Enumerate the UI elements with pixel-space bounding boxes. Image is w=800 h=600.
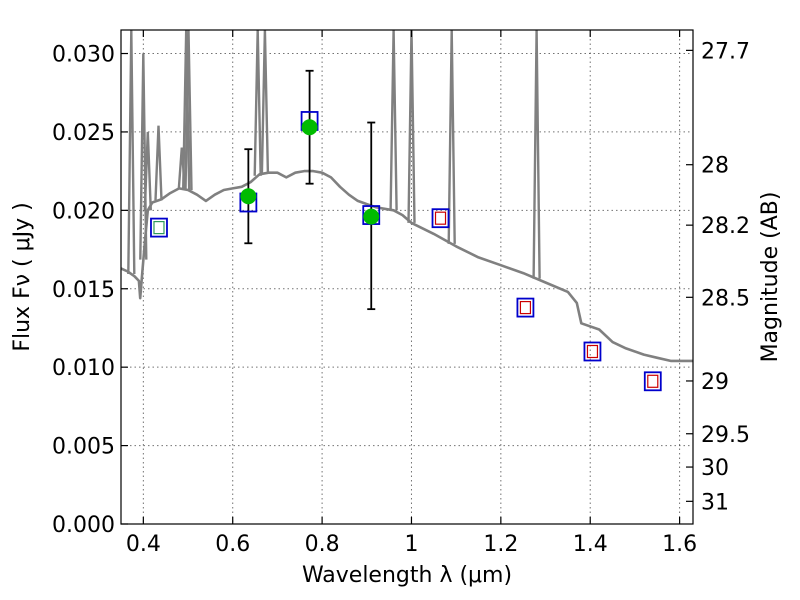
x-tick-label: 0.8 xyxy=(305,532,340,557)
emission-line-spike xyxy=(143,131,152,211)
mag-tick-label: 28.5 xyxy=(701,286,750,311)
mag-tick-label: 28 xyxy=(701,154,729,179)
x-tick-label: 1.6 xyxy=(662,532,697,557)
model-point-box xyxy=(150,217,168,238)
x-tick-label: 0.4 xyxy=(126,532,161,557)
emission-line-spike xyxy=(532,30,541,279)
emission-line-spike xyxy=(447,30,456,244)
emission-line-spike xyxy=(127,30,136,275)
mag-tick-label: 29.5 xyxy=(701,423,750,448)
plot-frame xyxy=(120,29,694,525)
upper-limit-marker xyxy=(434,211,447,225)
emission-line-spike xyxy=(154,125,163,201)
emission-line-spike xyxy=(253,30,262,176)
x-tick-label: 1 xyxy=(404,532,418,557)
detection-point xyxy=(363,208,380,225)
y2-axis-label: Magnitude (AB) xyxy=(758,192,783,363)
model-inner-marker xyxy=(153,221,165,235)
model-point-box xyxy=(643,371,662,392)
x-tick-label: 0.6 xyxy=(215,532,250,557)
template-spectrum-line xyxy=(121,169,693,363)
x-tick-label: 1.4 xyxy=(573,532,608,557)
mag-tick-label: 27.7 xyxy=(701,39,750,64)
emission-line-spike xyxy=(407,30,416,223)
upper-limit-marker xyxy=(586,344,599,359)
mag-tick-label: 28.2 xyxy=(701,214,750,239)
y-tick-label: 0.010 xyxy=(52,356,115,381)
emission-line-spike xyxy=(184,30,193,191)
axis-ticks: 0.4 0.6 0.8 1 1.2 1.4 1.6 0.000 0.005 0.010 0.015 0… xyxy=(52,30,750,557)
mag-tick-label: 29 xyxy=(701,370,729,395)
detection-point xyxy=(301,119,318,136)
emission-line-spike xyxy=(389,30,398,211)
mag-tick-label: 30 xyxy=(701,456,729,481)
emission-line-spike xyxy=(695,30,701,361)
y-tick-label: 0.020 xyxy=(52,199,115,224)
model-point-box xyxy=(431,208,450,229)
y-tick-label: 0.015 xyxy=(52,278,115,303)
detection-point xyxy=(240,188,257,205)
upper-limit-marker xyxy=(519,300,532,315)
y-tick-label: 0.000 xyxy=(52,513,115,538)
x-tick-label: 1.2 xyxy=(483,532,518,557)
model-point-box xyxy=(516,297,535,318)
emission-line-spike xyxy=(260,30,270,174)
y-tick-label: 0.005 xyxy=(52,435,115,460)
template-spectrum xyxy=(121,30,701,363)
mag-tick-label: 31 xyxy=(701,490,729,515)
y-axis-label: Flux Fν ( μJy ) xyxy=(10,202,35,351)
y-tick-label: 0.030 xyxy=(52,43,115,68)
emission-line-spike xyxy=(182,30,191,190)
y-tick-label: 0.025 xyxy=(52,121,115,146)
upper-limit-marker xyxy=(647,374,659,388)
model-point-box xyxy=(583,341,602,362)
grid-lines xyxy=(121,30,693,525)
x-axis-label: Wavelength λ (μm) xyxy=(302,563,512,588)
photometry-points xyxy=(150,69,662,392)
